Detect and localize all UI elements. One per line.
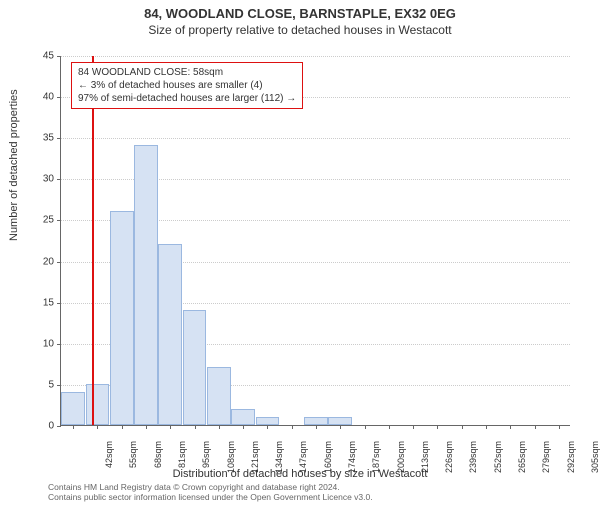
y-tick-label: 40 [14, 92, 54, 103]
x-tick-mark [243, 425, 244, 429]
reference-line [92, 56, 94, 425]
x-tick-label: 252sqm [493, 441, 503, 481]
info-box: 84 WOODLAND CLOSE: 58sqm ← 3% of detache… [71, 62, 303, 109]
x-tick-mark [413, 425, 414, 429]
page-subtitle: Size of property relative to detached ho… [0, 23, 600, 37]
page-title: 84, WOODLAND CLOSE, BARNSTAPLE, EX32 0EG [0, 6, 600, 21]
info-line: 84 WOODLAND CLOSE: 58sqm [78, 66, 296, 79]
x-tick-label: 265sqm [517, 441, 527, 481]
x-tick-label: 95sqm [201, 441, 211, 481]
chart-area: 84 WOODLAND CLOSE: 58sqm ← 3% of detache… [60, 56, 570, 426]
x-tick-mark [486, 425, 487, 429]
x-tick-mark [340, 425, 341, 429]
y-tick-mark [57, 262, 61, 263]
x-tick-mark [195, 425, 196, 429]
x-tick-label: 292sqm [566, 441, 576, 481]
x-tick-mark [535, 425, 536, 429]
x-tick-label: 81sqm [177, 441, 187, 481]
gridline [61, 56, 570, 57]
x-tick-label: 147sqm [298, 441, 308, 481]
y-tick-label: 10 [14, 338, 54, 349]
x-tick-label: 213sqm [420, 441, 430, 481]
x-tick-mark [437, 425, 438, 429]
x-tick-mark [170, 425, 171, 429]
info-line: ← 3% of detached houses are smaller (4) [78, 79, 296, 92]
x-tick-mark [146, 425, 147, 429]
x-tick-mark [122, 425, 123, 429]
histogram-bar [134, 145, 158, 425]
histogram-bar [256, 417, 280, 425]
x-tick-mark [389, 425, 390, 429]
x-tick-mark [365, 425, 366, 429]
plot-area: 84 WOODLAND CLOSE: 58sqm ← 3% of detache… [60, 56, 570, 426]
y-tick-mark [57, 344, 61, 345]
histogram-bar [183, 310, 207, 425]
x-tick-label: 134sqm [274, 441, 284, 481]
x-tick-label: 200sqm [396, 441, 406, 481]
histogram-bar [231, 409, 255, 425]
y-tick-mark [57, 138, 61, 139]
y-tick-label: 25 [14, 215, 54, 226]
footer-credits: Contains HM Land Registry data © Crown c… [48, 482, 373, 502]
y-tick-label: 0 [14, 421, 54, 432]
x-tick-mark [267, 425, 268, 429]
y-tick-label: 20 [14, 256, 54, 267]
x-tick-mark [97, 425, 98, 429]
y-tick-mark [57, 426, 61, 427]
histogram-bar [304, 417, 328, 425]
info-line: 97% of semi-detached houses are larger (… [78, 92, 296, 105]
y-tick-mark [57, 385, 61, 386]
y-tick-label: 35 [14, 133, 54, 144]
footer-line: Contains HM Land Registry data © Crown c… [48, 482, 373, 492]
histogram-bar [158, 244, 182, 425]
x-tick-label: 174sqm [347, 441, 357, 481]
footer-line: Contains public sector information licen… [48, 492, 373, 502]
x-tick-label: 279sqm [541, 441, 551, 481]
gridline [61, 138, 570, 139]
y-tick-mark [57, 303, 61, 304]
histogram-bar [207, 367, 231, 425]
x-tick-label: 68sqm [153, 441, 163, 481]
x-tick-mark [462, 425, 463, 429]
y-tick-label: 30 [14, 174, 54, 185]
histogram-bar [86, 384, 110, 425]
x-tick-mark [292, 425, 293, 429]
x-tick-label: 305sqm [590, 441, 600, 481]
y-tick-mark [57, 220, 61, 221]
x-tick-mark [316, 425, 317, 429]
x-tick-label: 121sqm [250, 441, 260, 481]
x-tick-label: 55sqm [128, 441, 138, 481]
x-tick-label: 226sqm [444, 441, 454, 481]
histogram-bar [328, 417, 352, 425]
y-tick-label: 5 [14, 379, 54, 390]
x-tick-mark [219, 425, 220, 429]
y-tick-label: 45 [14, 51, 54, 62]
x-tick-label: 42sqm [104, 441, 114, 481]
y-tick-mark [57, 179, 61, 180]
x-tick-label: 187sqm [371, 441, 381, 481]
x-tick-mark [73, 425, 74, 429]
x-tick-mark [510, 425, 511, 429]
x-tick-label: 239sqm [468, 441, 478, 481]
x-tick-label: 160sqm [323, 441, 333, 481]
y-tick-label: 15 [14, 297, 54, 308]
x-tick-mark [559, 425, 560, 429]
x-tick-label: 108sqm [226, 441, 236, 481]
histogram-bar [110, 211, 134, 425]
y-tick-mark [57, 56, 61, 57]
y-tick-mark [57, 97, 61, 98]
histogram-bar [61, 392, 85, 425]
